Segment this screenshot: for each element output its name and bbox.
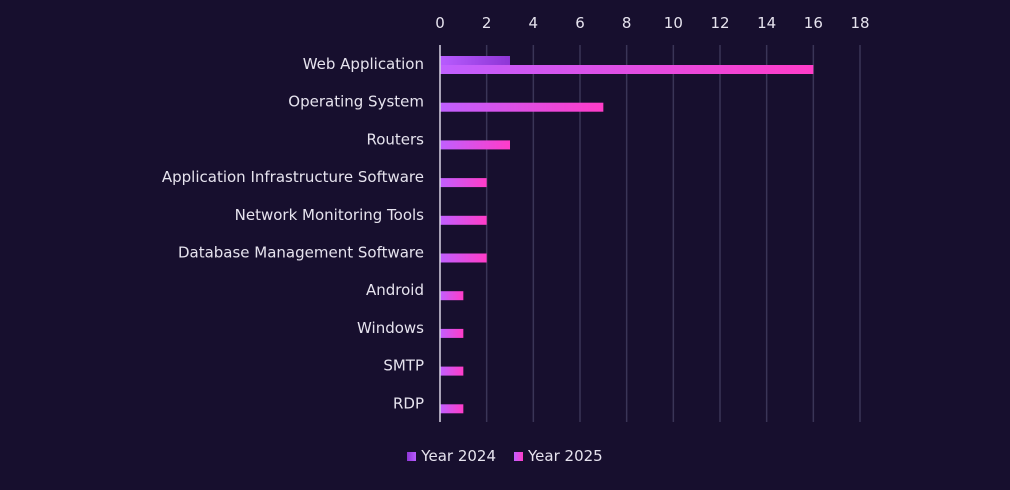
bars: [440, 56, 814, 414]
legend-label-2025: Year 2025: [528, 447, 603, 465]
x-tick-label: 2: [482, 14, 492, 32]
legend-swatch-2024: [407, 451, 417, 461]
category-label: Web Application: [303, 55, 424, 73]
y-axis-categories: Web Application Operating System Routers Ap…: [162, 55, 424, 412]
x-tick-label: 0: [435, 14, 445, 32]
x-tick-label: 18: [850, 14, 869, 32]
x-axis-ticks: 0 2 4 6 8 10 12 14 16 18: [435, 14, 869, 32]
x-tick-label: 8: [622, 14, 632, 32]
x-tick-label: 10: [664, 14, 683, 32]
bar-chart: 0 2 4 6 8 10 12 14 16 18 Web Application Operating…: [162, 14, 870, 422]
bar-2024: [440, 56, 510, 65]
category-label: RDP: [393, 394, 424, 412]
bar-2025: [440, 328, 464, 338]
category-label: Windows: [357, 319, 424, 337]
x-tick-label: 12: [710, 14, 729, 32]
category-label: Routers: [366, 130, 424, 148]
x-tick-label: 6: [575, 14, 585, 32]
bar-2025: [440, 291, 464, 301]
gridlines: [485, 45, 861, 422]
category-label: Network Monitoring Tools: [235, 206, 425, 224]
category-label: Application Infrastructure Software: [162, 168, 424, 186]
bar-2025: [440, 215, 487, 225]
category-label: Database Management Software: [178, 244, 424, 262]
bar-2025: [440, 404, 464, 414]
category-label: SMTP: [383, 357, 424, 375]
x-tick-label: 14: [757, 14, 776, 32]
bar-2025: [440, 253, 487, 263]
bar-2025: [440, 102, 604, 112]
category-label: Android: [366, 281, 424, 299]
bar-2025: [440, 140, 510, 150]
x-tick-label: 4: [529, 14, 539, 32]
legend-label-2024: Year 2024: [421, 447, 496, 465]
legend: Year 2024 Year 2025: [0, 447, 1010, 465]
bar-2025: [440, 366, 464, 376]
bar-2025: [440, 178, 487, 188]
legend-item-2025[interactable]: Year 2025: [514, 447, 603, 465]
category-label: Operating System: [288, 93, 424, 111]
legend-item-2024[interactable]: Year 2024: [407, 447, 496, 465]
x-tick-label: 16: [804, 14, 823, 32]
bar-2025: [440, 65, 814, 74]
legend-swatch-2025: [514, 451, 523, 461]
